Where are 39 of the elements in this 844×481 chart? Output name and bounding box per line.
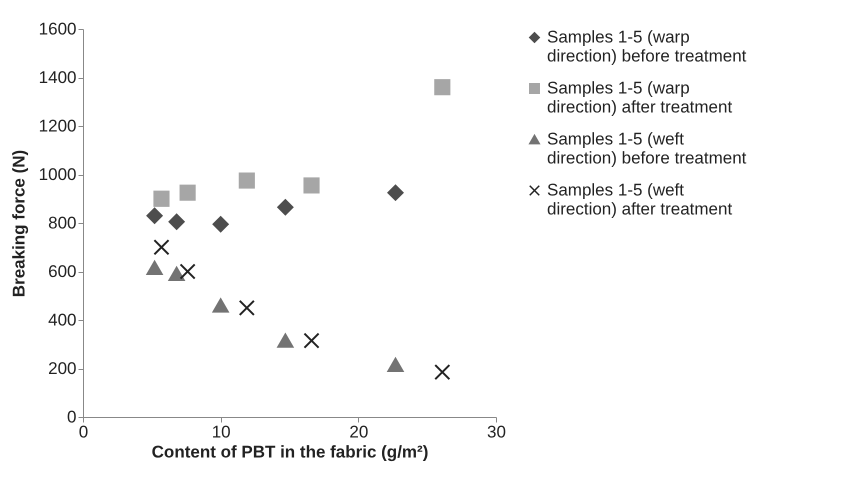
y-tick-label: 800: [48, 214, 76, 232]
point: [153, 239, 170, 256]
point: [153, 190, 170, 207]
x-axis-title: Content of PBT in the fabric (g/m²): [152, 442, 428, 462]
y-tick-label: 0: [67, 408, 76, 426]
y-tick-label: 1400: [38, 68, 76, 87]
point: [180, 263, 196, 280]
point: [168, 214, 185, 230]
point: [238, 300, 255, 316]
y-axis-title: Breaking force (N): [10, 150, 29, 298]
point: [303, 177, 320, 194]
legend-label: Samples 1-5 (weft direction) before treatment: [547, 130, 747, 168]
point: [146, 260, 163, 275]
y-tick-label: 200: [48, 359, 76, 378]
y-tick-label: 400: [48, 310, 76, 330]
x-tick-label: 10: [212, 422, 231, 442]
y-tick-label: 1600: [38, 20, 76, 38]
x-tick-label: 20: [349, 422, 368, 442]
x-tick-label: 30: [487, 422, 506, 442]
point: [212, 298, 229, 313]
legend-label: Samples 1-5 (warp direction) after treatment: [547, 78, 732, 116]
point: [146, 208, 163, 224]
point: [212, 216, 229, 232]
point: [434, 79, 450, 96]
point: [277, 333, 294, 348]
legend-label: Samples 1-5 (warp direction) before treatment: [547, 28, 747, 66]
point: [387, 358, 404, 372]
y-tick-label: 600: [48, 262, 76, 281]
y-tick-label: 1200: [38, 116, 76, 136]
x-tick-label: 0: [78, 422, 88, 442]
point: [238, 172, 255, 189]
y-tick-label: 1000: [38, 165, 76, 184]
point: [303, 332, 320, 349]
legend-label: Samples 1-5 (weft direction) after treatment: [547, 180, 732, 218]
point: [387, 184, 404, 201]
point: [277, 199, 294, 216]
point: [168, 266, 185, 282]
point: [434, 364, 450, 380]
point: [180, 184, 196, 201]
